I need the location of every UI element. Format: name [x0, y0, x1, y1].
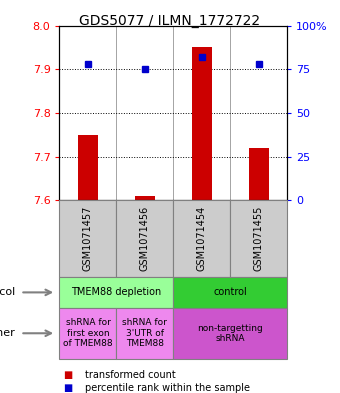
Text: GSM1071457: GSM1071457 [83, 206, 93, 272]
Text: GDS5077 / ILMN_1772722: GDS5077 / ILMN_1772722 [80, 14, 260, 28]
Text: non-targetting
shRNA: non-targetting shRNA [198, 323, 263, 343]
Text: control: control [214, 287, 247, 298]
Text: transformed count: transformed count [85, 369, 176, 380]
Bar [192, 48, 212, 200]
Text: protocol: protocol [0, 287, 15, 298]
Bar [78, 135, 98, 200]
Text: ■: ■ [63, 383, 72, 393]
Text: shRNA for
first exon
of TMEM88: shRNA for first exon of TMEM88 [63, 318, 113, 348]
Text: GSM1071456: GSM1071456 [140, 206, 150, 272]
Text: ■: ■ [63, 369, 72, 380]
Text: TMEM88 depletion: TMEM88 depletion [71, 287, 162, 298]
Text: GSM1071455: GSM1071455 [254, 206, 264, 272]
Bar [135, 196, 155, 200]
Text: percentile rank within the sample: percentile rank within the sample [85, 383, 250, 393]
Bar [249, 148, 269, 200]
Text: shRNA for
3'UTR of
TMEM88: shRNA for 3'UTR of TMEM88 [122, 318, 167, 348]
Text: GSM1071454: GSM1071454 [197, 206, 207, 272]
Text: other: other [0, 328, 15, 338]
